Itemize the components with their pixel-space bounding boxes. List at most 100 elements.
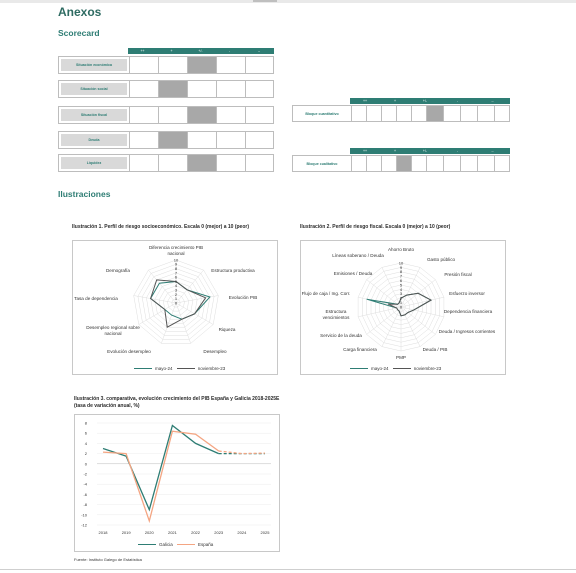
- y-tick-label: -2: [83, 472, 87, 477]
- radar-grid-ring: [133, 259, 219, 344]
- block-cell: [443, 156, 460, 171]
- block-row-label: Bloque cuantitativo: [295, 108, 349, 119]
- radar-scale-label: 9: [400, 265, 403, 270]
- radar-grid-ring: [158, 285, 194, 320]
- block-header-cell: --: [491, 99, 494, 103]
- series-line-Galicia: [102, 424, 219, 512]
- x-tick-label: 2021: [168, 530, 178, 535]
- radar-spoke: [366, 279, 402, 308]
- scorecard-heading: Scorecard: [58, 28, 100, 38]
- radar-spoke: [381, 267, 402, 308]
- ill1-legend: mayo-24 noviembre-23: [131, 366, 225, 371]
- series-line-España-forecast: [218, 450, 266, 455]
- block-header: ++ + +/- - --: [350, 98, 510, 104]
- bottom-rule: [0, 569, 576, 570]
- radar-scale-label: 6: [400, 278, 403, 283]
- radar-axis-label: Deuda / PIB: [422, 347, 448, 352]
- radar-grid-ring: [146, 272, 206, 332]
- block-header-cell: ++: [362, 99, 368, 103]
- radar-axis-label: Gasto público: [426, 257, 456, 262]
- radar-spoke: [161, 302, 177, 344]
- legend-noviembre: noviembre-23: [413, 366, 442, 371]
- radar-grid-ring: [163, 289, 189, 316]
- radar-scale-label: 3: [400, 291, 403, 296]
- block-header-cell: -: [456, 99, 459, 103]
- radar-axis-label: Líneas soberano / Deuda: [332, 253, 384, 258]
- radar-scale-label: 5: [400, 282, 403, 287]
- top-rule: [0, 0, 576, 3]
- radar-axis-label: Desempleo: [203, 349, 227, 354]
- ill3-caption: Ilustración 3. comparativa, evolución cr…: [74, 396, 280, 409]
- radar-scale-label: 8: [400, 269, 403, 274]
- radar-spoke: [138, 302, 177, 325]
- radar-scale-label: 4: [175, 283, 178, 288]
- radar-axis-label: Flujo de caja / Ing. Corr.: [301, 291, 351, 296]
- radar-axis-label: Esfuerzo inversor: [449, 291, 485, 296]
- scorecard-row: Situación fiscal: [58, 106, 274, 124]
- illustrations-heading: Ilustraciones: [58, 189, 111, 199]
- scorecard-cell: [216, 57, 245, 73]
- legend-swatch-noviembre: [392, 368, 411, 370]
- ill2-frame: 10 9 8 7 6 5 4 3 2 1 0 Ahorro Bruto Gasto público Pr…: [300, 240, 506, 375]
- radar-axis-label: Evolución desempleo: [107, 349, 151, 354]
- scorecard-header-cell: --: [257, 49, 261, 53]
- scorecard-header-cell: -: [228, 49, 231, 53]
- block-header-cell: +/-: [422, 149, 428, 153]
- radar-spoke: [133, 295, 177, 304]
- scorecard-cell: [245, 132, 275, 148]
- radar-scale-label: 1: [175, 296, 178, 301]
- radar-spoke: [175, 269, 204, 304]
- ill3-frame: 8 6 4 2 0 -2 -4 -6 -8 -10 -12 2018 2019 2020 2021 2022 2…: [74, 414, 280, 552]
- scorecard-cell: [129, 132, 158, 148]
- radar-scale-label: 10: [399, 260, 404, 265]
- scorecard-row-label: Situación económica: [61, 59, 127, 71]
- block-cell: [460, 156, 477, 171]
- radar-scale-label: 2: [175, 292, 178, 297]
- block-cell-selected: [396, 156, 411, 171]
- scorecard-row-label: Liquidez: [61, 157, 127, 169]
- radar-scale-label: 9: [175, 262, 178, 267]
- radar-spoke: [366, 306, 402, 335]
- block-cell: [411, 156, 426, 171]
- radar-scale-label: 3: [175, 288, 178, 293]
- scorecard-header-cell: ++: [140, 49, 145, 53]
- scorecard-cell: [187, 81, 216, 97]
- block-cell: [381, 106, 396, 121]
- y-tick-label: -6: [83, 492, 87, 497]
- block-cell: [351, 156, 366, 171]
- radar-axis-label: Servicio de la deuda: [320, 333, 362, 338]
- y-tick-label: 8: [85, 421, 88, 426]
- block-row: Bloque cualitativo: [292, 155, 510, 172]
- block-row-label: Bloque cualitativo: [295, 158, 349, 169]
- scorecard-cell: [216, 107, 245, 123]
- radar-spoke: [148, 269, 177, 304]
- scorecard-cell: [129, 81, 158, 97]
- scorecard-cell-selected: [158, 81, 187, 97]
- radar-axis-label: Emisiones / Deuda: [333, 271, 373, 276]
- y-tick-label: 6: [85, 431, 88, 436]
- radar-scale-label: 7: [400, 274, 403, 279]
- radar-axis-label: Diferencia crecimiento PIB nacional: [148, 245, 204, 256]
- scorecard-row: Situación social: [58, 80, 274, 98]
- radar-spoke: [358, 296, 402, 308]
- ill3-legend: Galicia España: [135, 542, 213, 547]
- block-header-cell: --: [491, 149, 494, 153]
- legend-espana: España: [198, 542, 214, 547]
- y-tick-label: -12: [81, 523, 88, 528]
- radar-series-noviembre-23: [150, 279, 207, 328]
- scorecard-cell: [216, 81, 245, 97]
- legend-mayo: mayo-24: [371, 366, 389, 371]
- scorecard-cell: [245, 107, 275, 123]
- y-tick-label: -4: [83, 482, 87, 487]
- scorecard-cell: [245, 57, 275, 73]
- radar-axis-label: Estructura vencimientos: [322, 309, 350, 320]
- block-cell: [494, 156, 511, 171]
- block-cell: [460, 106, 477, 121]
- legend-swatch-noviembre: [176, 368, 195, 370]
- x-tick-label: 2023: [214, 530, 224, 535]
- scorecard-row: Liquidez: [58, 154, 274, 172]
- radar-axis-label: Desempleo regional sobre nacional: [86, 325, 140, 336]
- radar-axis-label: Carga financiera: [343, 347, 377, 352]
